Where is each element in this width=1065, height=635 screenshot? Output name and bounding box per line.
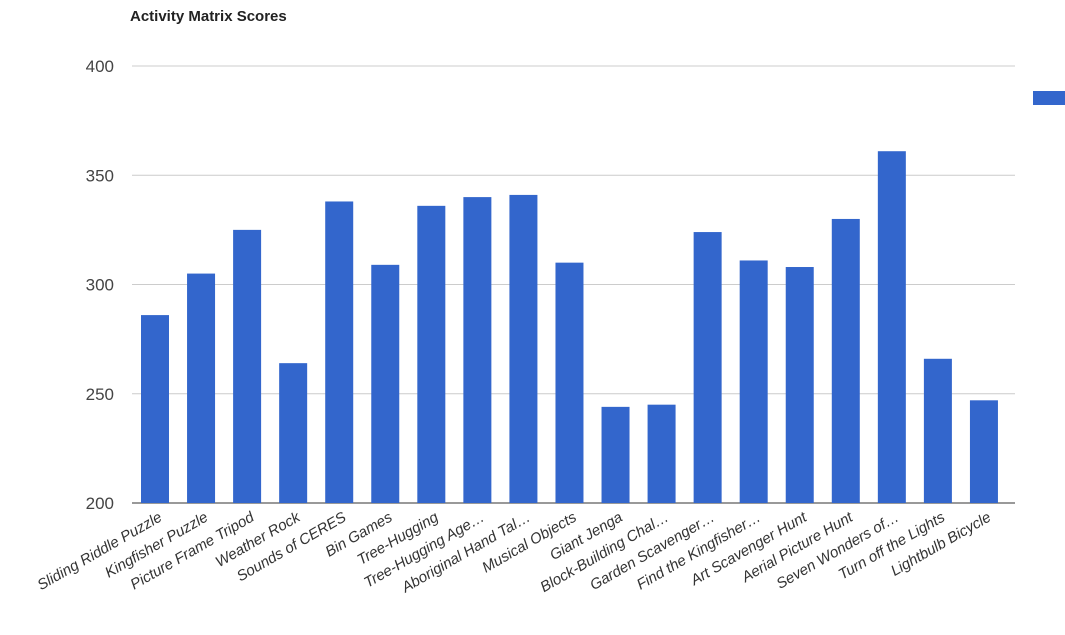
bar[interactable] xyxy=(785,267,814,503)
bar[interactable] xyxy=(187,273,216,503)
bar[interactable] xyxy=(279,363,308,503)
bar[interactable] xyxy=(325,201,354,503)
bar[interactable] xyxy=(509,194,538,504)
bar[interactable] xyxy=(371,264,400,503)
bar[interactable] xyxy=(877,151,906,503)
bar[interactable] xyxy=(417,205,446,503)
chart-title: Activity Matrix Scores xyxy=(130,8,287,25)
y-tick-label: 350 xyxy=(86,166,114,185)
bar[interactable] xyxy=(141,315,169,503)
bar[interactable] xyxy=(739,260,768,503)
y-tick-label: 400 xyxy=(86,57,114,76)
y-tick-label: 250 xyxy=(86,385,114,404)
y-axis-ticks: 200 250 300 350 400 xyxy=(86,57,114,513)
y-tick-label: 300 xyxy=(86,276,114,295)
bar[interactable] xyxy=(555,262,584,503)
bar[interactable] xyxy=(601,406,630,503)
bar[interactable] xyxy=(463,197,492,503)
bar[interactable] xyxy=(831,218,860,503)
bar[interactable] xyxy=(233,229,262,503)
bars xyxy=(141,151,998,504)
bar[interactable] xyxy=(647,404,676,503)
bar[interactable] xyxy=(693,232,722,503)
bar[interactable] xyxy=(923,358,952,503)
bar[interactable] xyxy=(969,400,998,503)
y-tick-label: 200 xyxy=(86,494,114,513)
legend-swatch xyxy=(1033,91,1065,105)
